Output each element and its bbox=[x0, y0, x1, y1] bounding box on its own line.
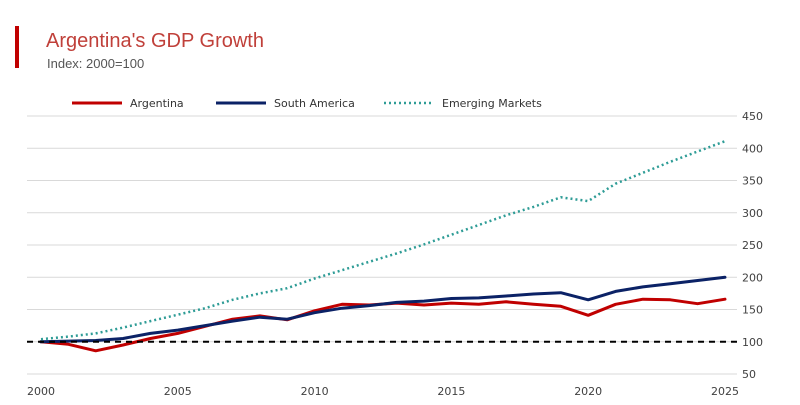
y-tick-label: 200 bbox=[742, 271, 763, 284]
legend-label: South America bbox=[274, 97, 355, 110]
series-lines bbox=[27, 140, 737, 353]
x-tick-label: 2005 bbox=[164, 385, 192, 398]
chart-subtitle: Index: 2000=100 bbox=[47, 56, 144, 71]
y-tick-label: 100 bbox=[742, 336, 763, 349]
x-tick-label: 2015 bbox=[437, 385, 465, 398]
chart-title: Argentina's GDP Growth bbox=[46, 30, 264, 52]
legend-label: Argentina bbox=[130, 97, 184, 110]
y-tick-label: 250 bbox=[742, 239, 763, 252]
y-tick-label: 150 bbox=[742, 304, 763, 317]
x-tick-label: 2020 bbox=[574, 385, 602, 398]
title-accent-bar bbox=[15, 26, 19, 68]
y-axis: 50 100 150 200 250 300 350 400 450 bbox=[742, 110, 763, 381]
y-tick-label: 400 bbox=[742, 142, 763, 155]
grid bbox=[27, 115, 737, 375]
y-tick-label: 50 bbox=[742, 368, 756, 381]
x-tick-label: 2010 bbox=[301, 385, 329, 398]
legend: Argentina South America Emerging Markets bbox=[72, 97, 542, 110]
series-line-emerging-markets bbox=[40, 140, 726, 341]
legend-label: Emerging Markets bbox=[442, 97, 542, 110]
series-line-argentina bbox=[39, 297, 727, 353]
x-tick-label: 2000 bbox=[27, 385, 55, 398]
y-tick-label: 300 bbox=[742, 207, 763, 220]
x-tick-label: 2025 bbox=[711, 385, 739, 398]
y-tick-label: 450 bbox=[742, 110, 763, 123]
y-tick-label: 350 bbox=[742, 175, 763, 188]
series-line-south-america bbox=[39, 275, 727, 344]
x-axis: 2000 2005 2010 2015 2020 2025 bbox=[27, 385, 739, 398]
